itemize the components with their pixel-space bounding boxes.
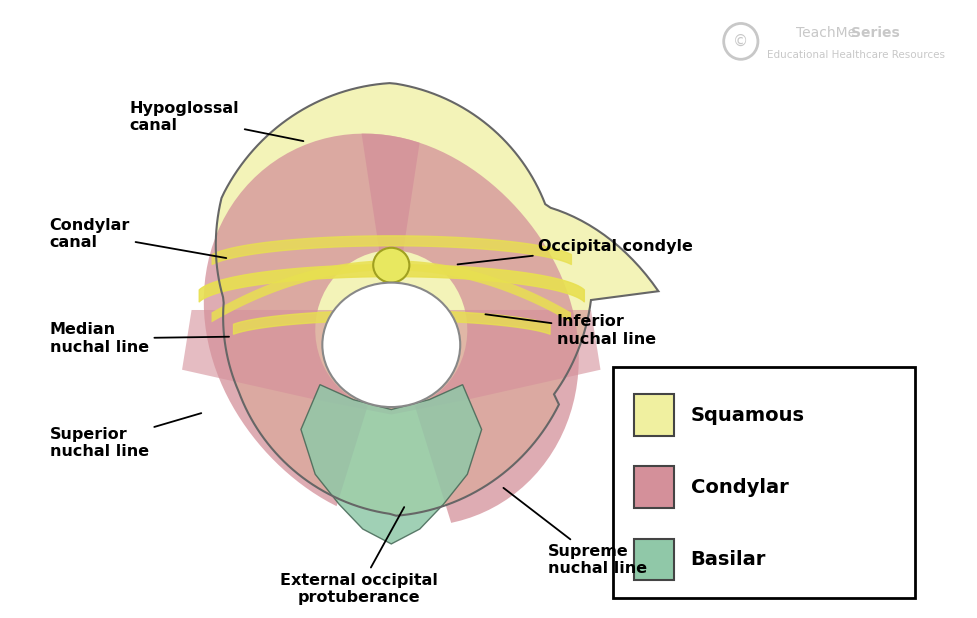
Text: External occipital
protuberance: External occipital protuberance xyxy=(280,507,438,605)
Text: Occipital condyle: Occipital condyle xyxy=(457,239,694,265)
Text: Basilar: Basilar xyxy=(691,550,766,569)
Bar xyxy=(634,467,673,508)
Bar xyxy=(634,538,673,580)
Polygon shape xyxy=(204,133,419,506)
Ellipse shape xyxy=(373,248,409,282)
Polygon shape xyxy=(391,260,571,323)
Polygon shape xyxy=(361,133,578,523)
Polygon shape xyxy=(216,83,658,516)
Text: TeachMe: TeachMe xyxy=(796,27,856,40)
Polygon shape xyxy=(212,260,391,323)
Bar xyxy=(613,368,914,598)
Text: Hypoglossal
canal: Hypoglossal canal xyxy=(130,101,304,141)
Text: Inferior
nuchal line: Inferior nuchal line xyxy=(486,315,657,347)
Ellipse shape xyxy=(322,282,460,407)
Polygon shape xyxy=(386,282,397,330)
Bar xyxy=(634,394,673,436)
Text: Median
nuchal line: Median nuchal line xyxy=(50,323,229,355)
Polygon shape xyxy=(182,310,601,415)
Text: ©: © xyxy=(733,34,748,49)
Polygon shape xyxy=(301,384,482,544)
Text: Educational Healthcare Resources: Educational Healthcare Resources xyxy=(768,50,946,61)
Text: Condylar
canal: Condylar canal xyxy=(50,218,227,258)
Text: Condylar: Condylar xyxy=(691,478,788,497)
Text: Superior
nuchal line: Superior nuchal line xyxy=(50,413,201,459)
Text: Supreme
nuchal line: Supreme nuchal line xyxy=(503,488,647,576)
Text: Series: Series xyxy=(851,27,900,40)
Text: Squamous: Squamous xyxy=(691,406,805,425)
